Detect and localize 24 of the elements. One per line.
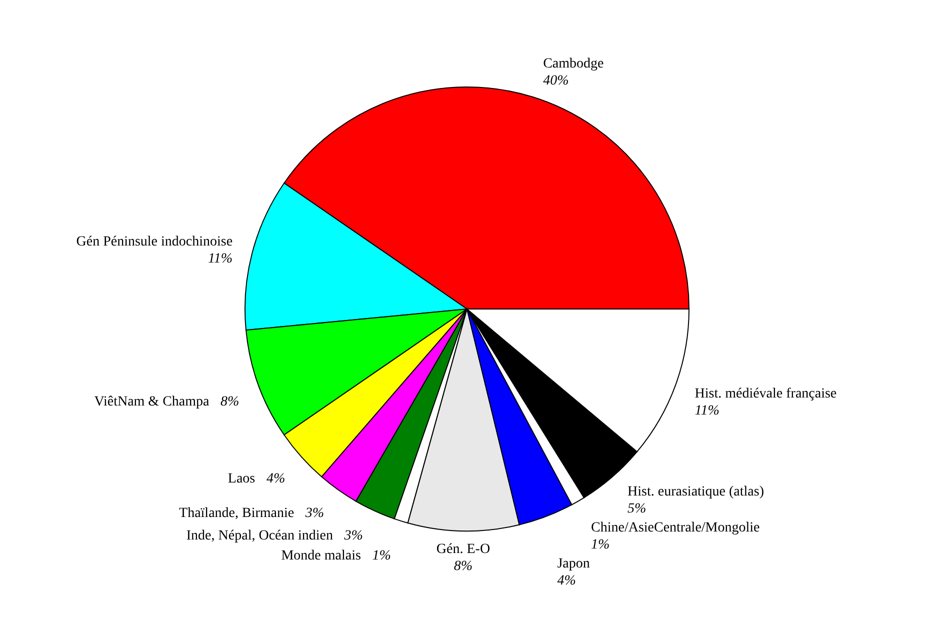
data-label: 11% bbox=[208, 252, 233, 267]
slice-label: Chine/AsieCentrale/Mongolie bbox=[591, 520, 760, 536]
slice-label: Japon bbox=[557, 556, 590, 572]
slice-label: Thaïlande, Birmanie bbox=[179, 506, 294, 522]
data-label: 11% bbox=[694, 404, 720, 419]
slice-label: Gén Péninsule indochinoise bbox=[76, 234, 233, 250]
slice-label: Monde malais bbox=[281, 548, 361, 564]
data-label: 3% bbox=[343, 528, 363, 544]
slice-label: ViêtNam & Champa bbox=[94, 394, 210, 410]
slice-label: Hist. médiévale française bbox=[694, 386, 837, 402]
data-label: 40% bbox=[543, 74, 569, 89]
data-label: 4% bbox=[557, 573, 576, 588]
slice-label: Hist. eurasiatique (atlas) bbox=[628, 484, 764, 500]
data-label: 4% bbox=[266, 471, 286, 486]
data-label: 3% bbox=[304, 506, 324, 522]
data-label: 8% bbox=[220, 394, 240, 410]
data-label: 1% bbox=[372, 548, 391, 564]
slice-label: Laos bbox=[228, 471, 256, 486]
data-label: 5% bbox=[628, 501, 646, 516]
slice-label: Cambodge bbox=[543, 56, 604, 72]
slice-label: Inde, Népal, Océan indien bbox=[186, 528, 333, 544]
data-label: 8% bbox=[454, 558, 473, 574]
slice-label: Gén. E-O bbox=[436, 542, 490, 557]
data-label: 1% bbox=[591, 537, 610, 552]
